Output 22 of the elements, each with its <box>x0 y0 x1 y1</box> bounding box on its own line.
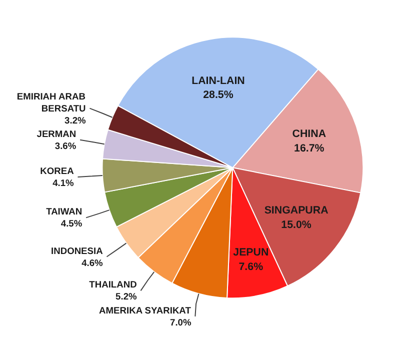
slice-label: THAILAND <box>89 280 138 290</box>
slice-label: AMERIKA SYARIKAT <box>99 305 192 316</box>
data-label: 3.2% <box>64 115 87 126</box>
data-label: 4.6% <box>82 258 104 268</box>
slice-label: CHINA <box>292 128 326 140</box>
data-label: 4.1% <box>52 178 75 188</box>
data-label: 7.6% <box>238 261 264 274</box>
slice-label: EMIRIAH ARAB BERSATU <box>16 91 86 114</box>
slice-label: JEPUN <box>233 246 269 259</box>
slice-label: LAIN-LAIN <box>192 74 245 87</box>
slice-label: SINGAPURA <box>264 204 329 216</box>
slice-label: TAIWAN <box>46 206 82 217</box>
data-label: 7.0% <box>170 317 192 328</box>
data-label: 15.0% <box>281 218 312 231</box>
data-label: 28.5% <box>203 89 234 102</box>
data-label: 3.6% <box>54 140 77 151</box>
data-label: 5.2% <box>116 292 138 302</box>
data-label: 16.7% <box>294 142 325 155</box>
slice-label: INDONESIA <box>51 246 104 256</box>
data-label: 4.5% <box>60 218 83 229</box>
slice-label: KOREA <box>40 166 74 176</box>
slice-label: JERMAN <box>36 128 76 139</box>
